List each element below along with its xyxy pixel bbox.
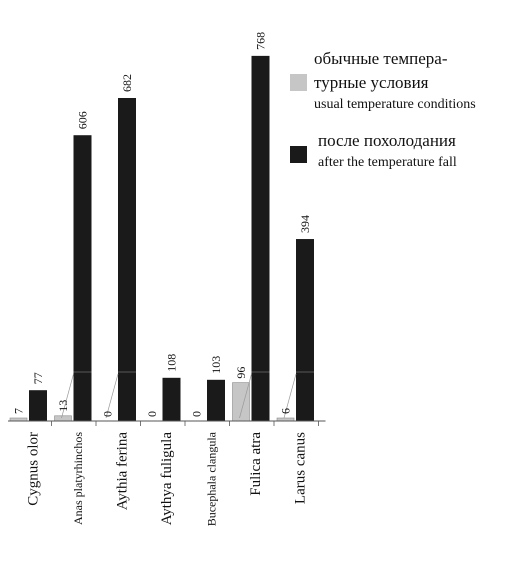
legend-swatch-after [290,146,307,163]
category-label-3: Aythya fuligula [159,432,175,526]
axis-break-diagonal-2 [105,373,119,419]
data-label-usual-3: 0 [145,411,159,417]
data-label-usual-1: 13 [56,400,70,412]
legend-usual-label-ru-2: турные условия [314,73,429,92]
category-label-0: Cygnus olor [25,432,41,506]
data-label-usual-0: 7 [12,408,26,414]
data-label-after-5: 768 [254,32,268,50]
bar-usual-1 [54,415,72,422]
category-label-6: Larus canus [292,432,308,504]
bar-after-2 [118,97,136,421]
bar-after-0 [29,390,47,421]
data-label-usual-5: 96 [234,367,248,379]
legend-usual-label-en: usual temperature conditions [314,97,476,112]
data-label-after-3: 108 [165,354,179,372]
data-label-after-0: 77 [31,372,45,384]
category-label-1: Anas platyrhinchos [71,432,85,525]
bar-after-6 [296,239,314,421]
category-label-5: Fulica atra [248,432,264,496]
axis-break-diagonal-6 [283,373,297,419]
category-label-2: Aythia ferina [114,432,130,511]
data-label-usual-6: 6 [279,408,293,414]
legend-after-label-ru: после похолодания [318,131,456,150]
axis-break-diagonal-1 [61,373,74,419]
data-label-after-6: 394 [298,215,312,233]
bar-usual-5 [232,382,250,422]
data-label-after-4: 103 [209,356,223,374]
axis-break-diagonal-5 [239,373,252,419]
category-label-4: Bucephala clangula [204,431,218,526]
bar-after-4 [207,379,225,421]
data-label-usual-4: 0 [190,411,204,417]
bar-after-1 [73,135,92,421]
data-label-after-2: 682 [120,74,134,92]
category-tick-labels: Cygnus olor Anas platyrhinchos Aythia feri… [25,431,308,526]
legend-after-label-en: after the temperature fall [318,155,457,170]
data-label-after-1: 606 [76,111,90,129]
legend-swatch-usual [290,74,307,91]
bar-group [9,55,314,422]
legend-usual-label-ru-1: обычные темпера- [314,49,448,68]
bar-after-3 [162,377,181,421]
data-label-usual-2: 0 [101,411,115,417]
x-axis [8,420,326,426]
bar-after-5 [251,55,270,422]
